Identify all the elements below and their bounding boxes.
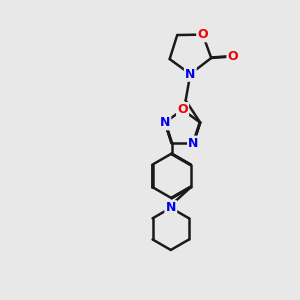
Text: O: O [228, 50, 238, 63]
Text: N: N [185, 68, 196, 81]
Text: N: N [166, 201, 176, 214]
Text: O: O [197, 28, 208, 41]
Text: N: N [188, 137, 199, 150]
Text: O: O [177, 103, 188, 116]
Text: N: N [160, 116, 170, 129]
